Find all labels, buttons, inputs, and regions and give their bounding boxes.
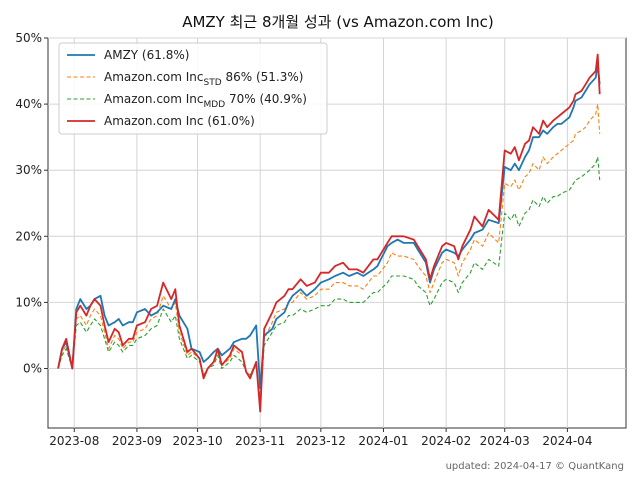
chart-title: AMZY 최근 8개월 성과 (vs Amazon.com Inc) [182,13,494,31]
legend-box [58,42,328,135]
legend-entry: AMZY (61.8%) [104,48,189,62]
y-tick-label: 10% [15,295,42,309]
y-tick-label: 30% [15,163,42,177]
y-tick-label: 0% [23,362,42,376]
y-tick-label: 20% [15,229,42,243]
y-tick-label: 40% [15,97,42,111]
legend: AMZY (61.8%) Amazon.com IncSTD 86% (51.3%… [58,42,328,135]
legend-series-name: Amazon.com Inc [104,92,204,106]
y-tick-label: 50% [15,31,42,45]
x-tick-label: 2024-02 [421,434,471,448]
x-tick-label: 2023-10 [172,434,222,448]
x-tick-label: 2023-12 [296,434,346,448]
series-line-3 [57,53,601,413]
x-tick-label: 2024-04 [542,434,592,448]
legend-series-name: Amazon.com Inc (61.0%) [104,114,255,128]
x-tick-label: 2024-03 [480,434,530,448]
x-tick-label: 2023-11 [235,434,285,448]
legend-series-suffix: 86% (51.3%) [222,70,304,84]
legend-entry: Amazon.com IncSTD 86% (51.3%) [104,70,303,88]
legend-entry: Amazon.com Inc (61.0%) [104,114,255,128]
x-tick-label: 2023-08 [49,434,99,448]
legend-series-suffix: 70% (40.9%) [225,92,307,106]
series-line-2 [57,156,601,399]
series-line-0 [57,63,601,390]
legend-series-name: Amazon.com Inc [104,70,204,84]
series-lines [57,53,601,413]
legend-series-sub: STD [204,78,222,88]
legend-entry: Amazon.com IncMDD 70% (40.9%) [104,92,307,110]
legend-series-name: AMZY (61.8%) [104,48,189,62]
legend-series-sub: MDD [204,100,226,110]
axis-ticks: 0% 10% 20% 30% 40% 50% 2023-08 2023-09 2023-10 20… [15,31,592,448]
footer-credit: updated: 2024-04-17 © QuantKang [446,461,624,472]
x-tick-label: 2023-09 [112,434,162,448]
x-tick-label: 2024-01 [358,434,408,448]
series-line-1 [57,103,601,406]
